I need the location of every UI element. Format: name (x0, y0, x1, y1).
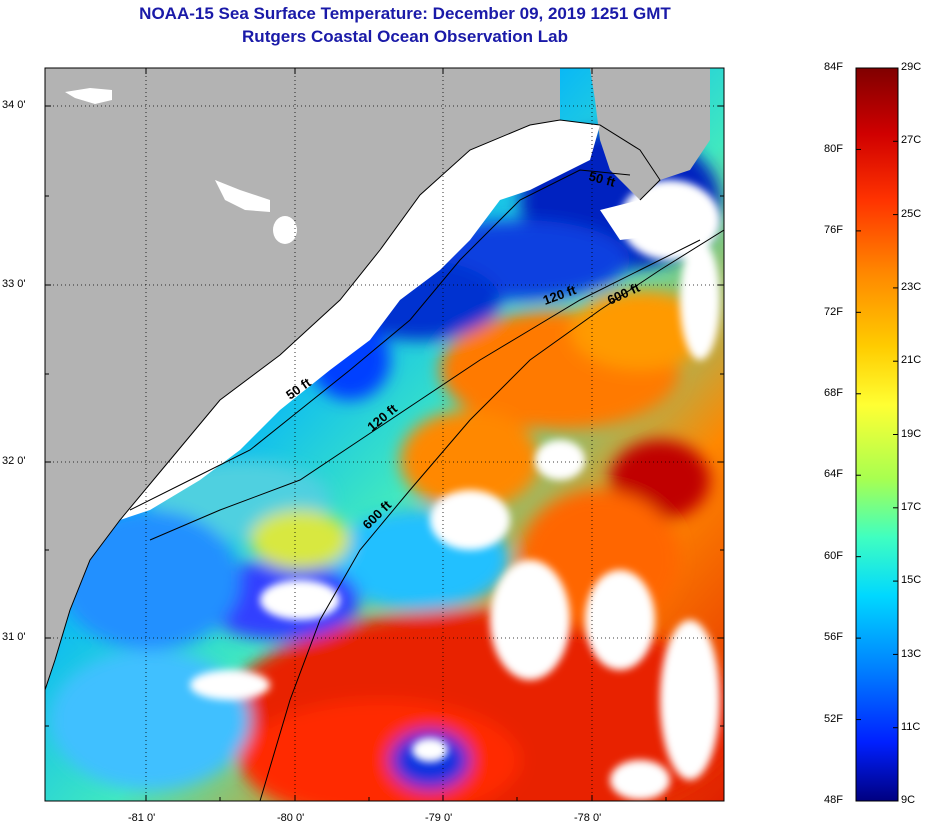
colorbar-c-label: 21C (901, 354, 922, 366)
colorbar-c-label: 27C (901, 134, 922, 146)
colorbar-c-label: 23C (901, 281, 922, 293)
land-mass-north (590, 68, 710, 200)
colorbar-c-label: 25C (901, 208, 922, 220)
colorbar-f-label: 76F (824, 224, 843, 236)
lat-label: 32 0' (2, 455, 26, 467)
colorbar-f-label: 52F (824, 713, 843, 725)
colorbar-f-label: 64F (824, 468, 843, 480)
colorbar-f-label: 56F (824, 631, 843, 643)
contour-600ft (259, 229, 724, 801)
lake-moultrie (273, 216, 297, 244)
colorbar-c-label: 29C (901, 61, 922, 73)
colorbar-c-label: 11C (901, 721, 921, 733)
lake-marion (215, 180, 270, 212)
colorbar-c-label: 9C (901, 794, 916, 806)
nearshore-white-band-north (600, 200, 670, 240)
lon-label: -78 0' (574, 812, 602, 824)
land-mass (45, 68, 560, 690)
lake-north (65, 88, 112, 104)
colorbar-c-label: 17C (901, 501, 922, 513)
map-subtitle: Rutgers Coastal Ocean Observation Lab (242, 27, 568, 46)
lat-label: 33 0' (2, 278, 26, 290)
lon-label: -79 0' (425, 812, 453, 824)
lat-label: 34 0' (2, 99, 26, 111)
map-frame (44, 67, 725, 802)
colorbar-c-label: 13C (901, 648, 922, 660)
colorbar-c-label: 19C (901, 428, 922, 440)
colorbar-f-label: 72F (824, 306, 843, 318)
lat-label: 31 0' (2, 631, 26, 643)
map-title: NOAA-15 Sea Surface Temperature: Decembe… (139, 4, 671, 23)
colorbar-ticks (856, 67, 898, 802)
colorbar-f-label: 68F (824, 387, 843, 399)
lon-label: -81 0' (128, 812, 156, 824)
colorbar (855, 67, 899, 802)
colorbar-f-label: 84F (824, 61, 843, 73)
coastline (45, 119, 661, 691)
colorbar-f-label: 60F (824, 550, 843, 562)
colorbar-c-label: 15C (901, 574, 922, 586)
colorbar-f-label: 48F (824, 794, 843, 806)
contour-label: 50 ft (587, 168, 617, 190)
axis-ticks (45, 68, 724, 801)
nearshore-white-band (120, 120, 600, 520)
colorbar-f-label: 80F (824, 143, 843, 155)
contour-50ft (129, 169, 631, 511)
lon-label: -80 0' (277, 812, 305, 824)
cloud-mask (190, 180, 720, 800)
sst-map-area: 50 ft 50 ft 120 ft 120 ft 600 ft 600 ft (45, 68, 724, 801)
